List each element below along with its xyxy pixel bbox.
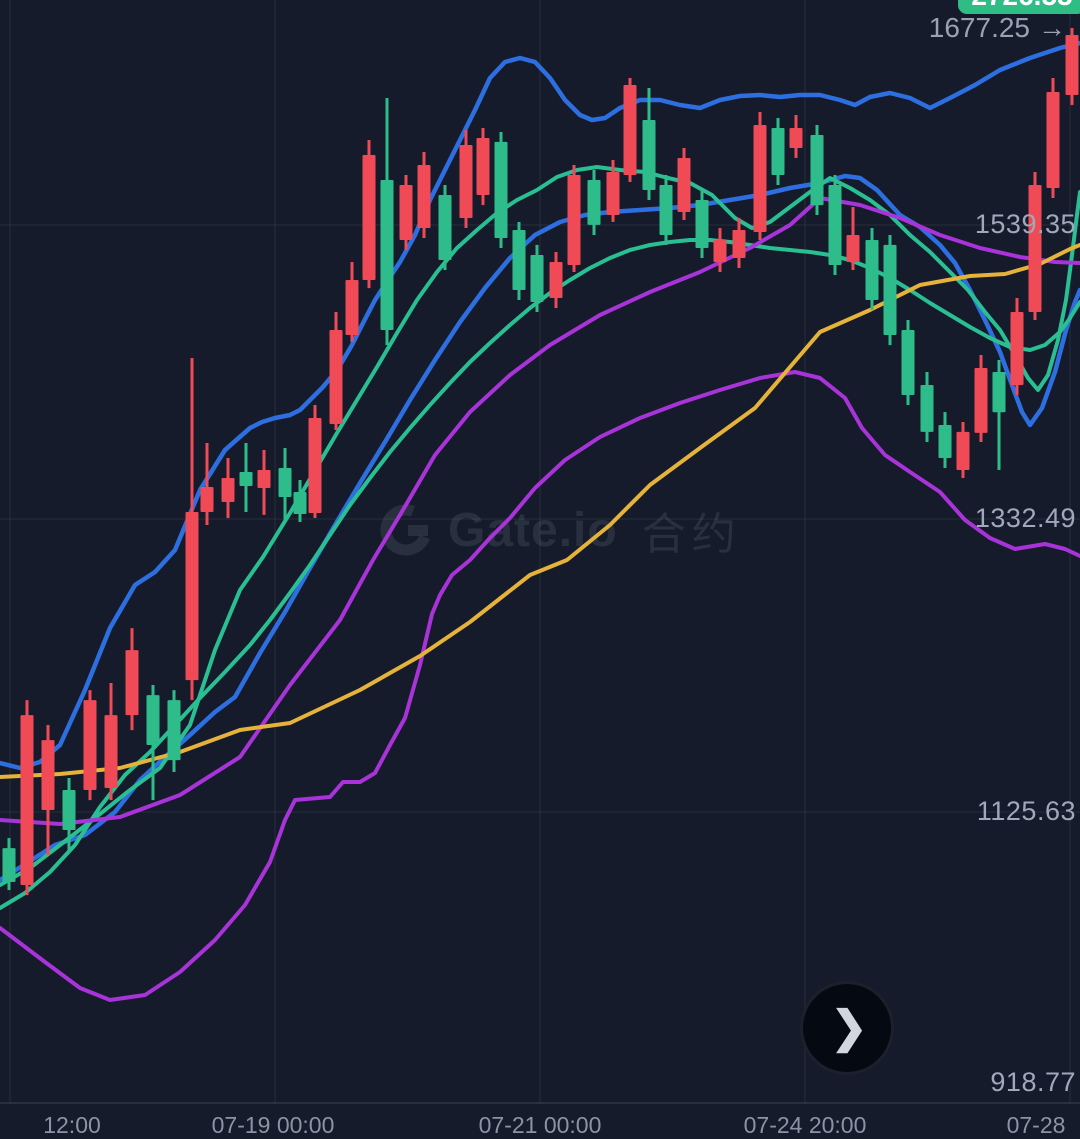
candle-body bbox=[417, 165, 431, 229]
candle-body bbox=[20, 715, 34, 885]
candle-body bbox=[771, 128, 785, 175]
candle-body bbox=[920, 384, 934, 432]
candle-body bbox=[512, 230, 526, 291]
ma-orange bbox=[0, 243, 1080, 779]
candle-body bbox=[62, 790, 76, 831]
candle-body bbox=[956, 431, 970, 470]
candle-body bbox=[828, 185, 842, 265]
candle-body bbox=[883, 244, 897, 336]
price-axis-label: 1125.63 bbox=[976, 796, 1076, 826]
candle-body bbox=[1010, 312, 1024, 385]
candle-body bbox=[606, 172, 620, 215]
candle-body bbox=[1065, 34, 1079, 95]
boll-lower-purple bbox=[0, 370, 1080, 1002]
price-axis-label: 1539.35 bbox=[974, 209, 1076, 239]
candle-body bbox=[438, 194, 452, 260]
candle-body bbox=[185, 511, 199, 681]
candle-body bbox=[41, 740, 55, 811]
time-axis-label: 07-24 20:00 bbox=[743, 1112, 867, 1138]
ma-slow-green bbox=[0, 238, 1080, 910]
candle-body bbox=[362, 154, 376, 280]
candle-body bbox=[549, 261, 563, 298]
candle-body bbox=[257, 469, 271, 488]
candle-body bbox=[83, 700, 97, 791]
candle-body bbox=[992, 372, 1006, 413]
candle-body bbox=[308, 418, 322, 513]
candle-body bbox=[659, 185, 673, 236]
candle-body bbox=[167, 700, 181, 761]
time-axis-label: 07-19 00:00 bbox=[211, 1112, 335, 1138]
candle-body bbox=[459, 145, 473, 218]
candle-body bbox=[901, 330, 915, 396]
candle-body bbox=[380, 179, 394, 331]
time-axis-label: 12:00 bbox=[43, 1112, 101, 1138]
candle-body bbox=[732, 230, 746, 258]
price-axis-label: 1332.49 bbox=[974, 503, 1076, 533]
candle-body bbox=[677, 157, 691, 213]
boll-lower-band bbox=[0, 173, 1080, 883]
candle-body bbox=[587, 179, 601, 225]
candle-body bbox=[753, 125, 767, 233]
candle-body bbox=[789, 128, 803, 149]
candle-body bbox=[695, 199, 709, 249]
candle-body bbox=[125, 650, 139, 716]
candle-body bbox=[974, 367, 988, 433]
last-price-label[interactable]: 1677.25 → bbox=[929, 12, 1066, 44]
candle-body bbox=[476, 137, 490, 195]
boll-upper-band bbox=[0, 40, 1080, 771]
scroll-right-button[interactable]: ❯ bbox=[800, 981, 894, 1075]
candle-body bbox=[239, 471, 253, 486]
candle-body bbox=[623, 85, 637, 175]
time-axis-label: 07-21 00:00 bbox=[478, 1112, 602, 1138]
candle-body bbox=[278, 467, 292, 498]
ma-mid-purple bbox=[0, 196, 1080, 826]
candle-body bbox=[567, 174, 581, 265]
candle-body bbox=[713, 239, 727, 262]
candle-body bbox=[810, 134, 824, 206]
candle-body bbox=[200, 486, 214, 512]
candle-body bbox=[104, 715, 118, 789]
current-price-badge: 2726.55 bbox=[958, 0, 1080, 14]
time-axis-label: 07-28 bbox=[1006, 1112, 1066, 1138]
candle-body bbox=[146, 695, 160, 746]
candle-body bbox=[293, 491, 307, 514]
candle-body bbox=[1046, 91, 1060, 189]
candle-body bbox=[530, 255, 544, 302]
current-price-value: 2726.55 bbox=[971, 0, 1072, 12]
candle-body bbox=[846, 235, 860, 262]
candle-body bbox=[938, 424, 952, 459]
candle-body bbox=[221, 478, 235, 503]
last-price-value: 1677.25 bbox=[928, 12, 1030, 43]
price-axis-label: 918.77 bbox=[990, 1067, 1076, 1097]
chevron-right-icon: ❯ bbox=[830, 1003, 868, 1052]
candle-body bbox=[2, 848, 16, 882]
candle-body bbox=[1028, 185, 1042, 313]
arrow-right-icon: → bbox=[1038, 12, 1066, 43]
candle-body bbox=[345, 279, 359, 336]
candle-body bbox=[865, 239, 879, 300]
candle-body bbox=[329, 330, 343, 424]
candle-body bbox=[399, 185, 413, 240]
candle-body bbox=[494, 141, 508, 238]
candle-body bbox=[642, 119, 656, 191]
